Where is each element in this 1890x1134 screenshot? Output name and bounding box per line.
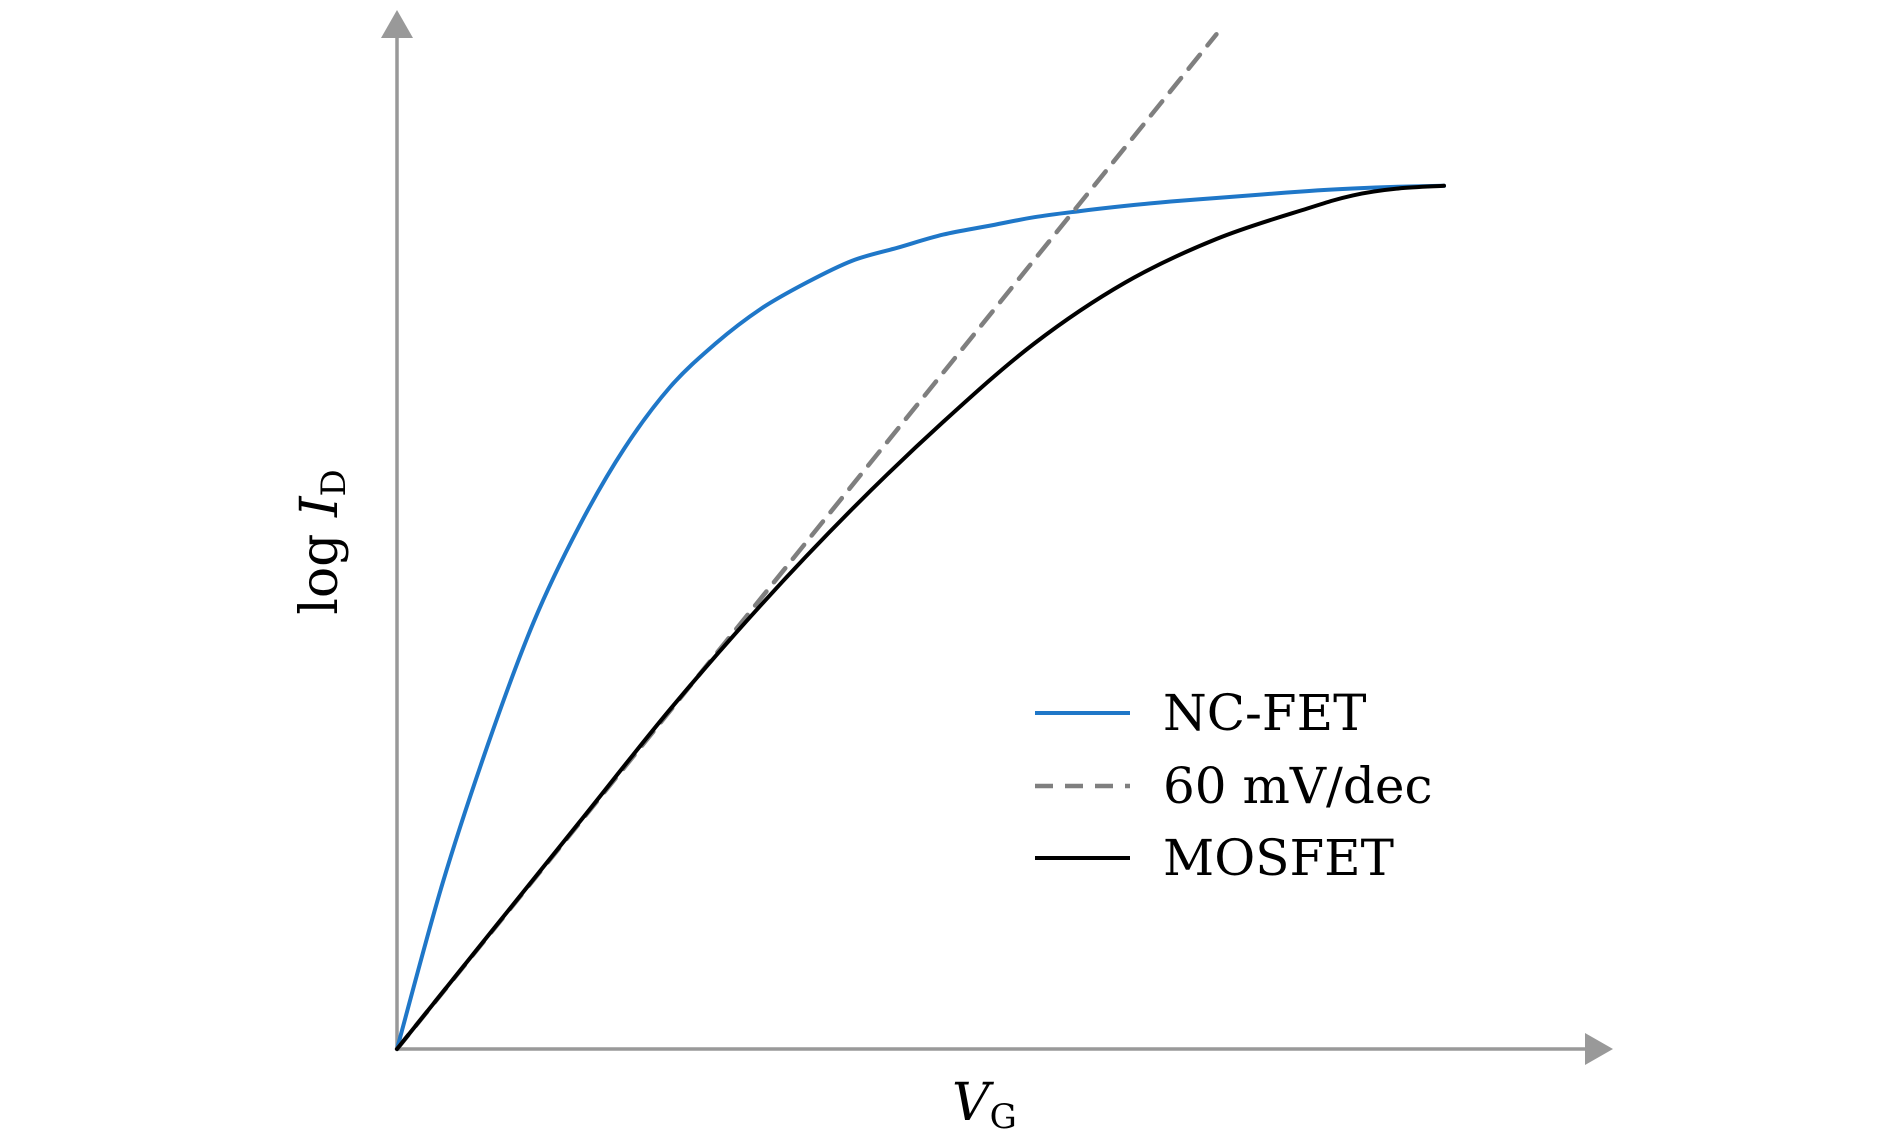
legend-label-60-mv-dec: 60 mV/dec bbox=[1163, 757, 1432, 815]
x-axis-arrowhead-icon bbox=[1585, 1033, 1613, 1065]
x-axis-label: VG bbox=[952, 1073, 1017, 1134]
y-axis-label-sub: D bbox=[314, 469, 354, 496]
y-axis-label: log ID bbox=[290, 469, 354, 615]
legend-label-nc-fet: NC-FET bbox=[1163, 684, 1366, 742]
series-line-nc-fet bbox=[395, 183, 1446, 1051]
legend: NC-FET 60 mV/dec MOSFET bbox=[1035, 684, 1432, 887]
x-axis-label-main: V bbox=[952, 1073, 994, 1133]
y-axis-label-main: I bbox=[290, 495, 350, 518]
x-axis-label-sub: G bbox=[990, 1097, 1017, 1134]
y-axis-arrowhead-icon bbox=[381, 10, 413, 38]
series-line-mosfet bbox=[395, 183, 1446, 1051]
legend-label-mosfet: MOSFET bbox=[1163, 829, 1394, 887]
y-axis-label-prefix: log bbox=[290, 517, 350, 615]
series-layer bbox=[394, 32, 1446, 1052]
